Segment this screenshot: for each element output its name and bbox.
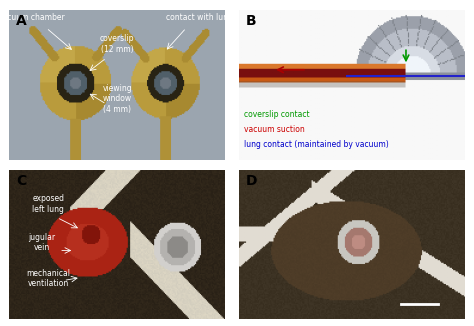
Text: coverslip
(12 mm): coverslip (12 mm) [100,34,135,54]
Text: B: B [246,14,257,28]
Text: C: C [16,174,26,188]
Text: vacuum suction: vacuum suction [244,125,305,134]
Text: exposed
left lung: exposed left lung [32,194,64,214]
Text: vacuum chamber: vacuum chamber [0,13,64,22]
Text: coverslip contact: coverslip contact [244,110,310,119]
Text: lung contact (maintained by vacuum): lung contact (maintained by vacuum) [244,140,389,149]
Text: jugular
vein: jugular vein [28,233,55,253]
Text: contact with lung: contact with lung [166,13,233,22]
Text: mechanical
ventilation: mechanical ventilation [26,269,70,289]
Text: D: D [246,174,258,188]
Text: A: A [16,14,27,28]
Text: viewing
window
(4 mm): viewing window (4 mm) [102,84,132,114]
